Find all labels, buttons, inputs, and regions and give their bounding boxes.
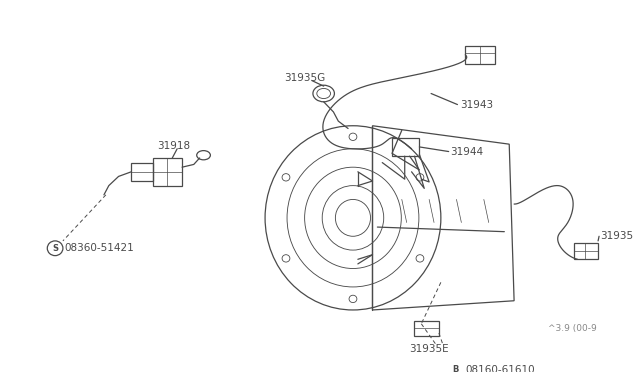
Text: 31935E: 31935E [410, 344, 449, 354]
Text: 31935G: 31935G [285, 73, 326, 83]
Text: 08160-61610: 08160-61610 [465, 365, 535, 372]
Text: 08360-51421: 08360-51421 [65, 243, 134, 253]
Text: B: B [452, 365, 459, 372]
Text: ^3.9 (00-9: ^3.9 (00-9 [548, 324, 597, 333]
Text: 31944: 31944 [451, 147, 484, 157]
Text: 31935: 31935 [600, 231, 633, 241]
Text: S: S [52, 244, 58, 253]
Text: 31943: 31943 [460, 100, 493, 110]
Text: 31918: 31918 [157, 141, 191, 151]
